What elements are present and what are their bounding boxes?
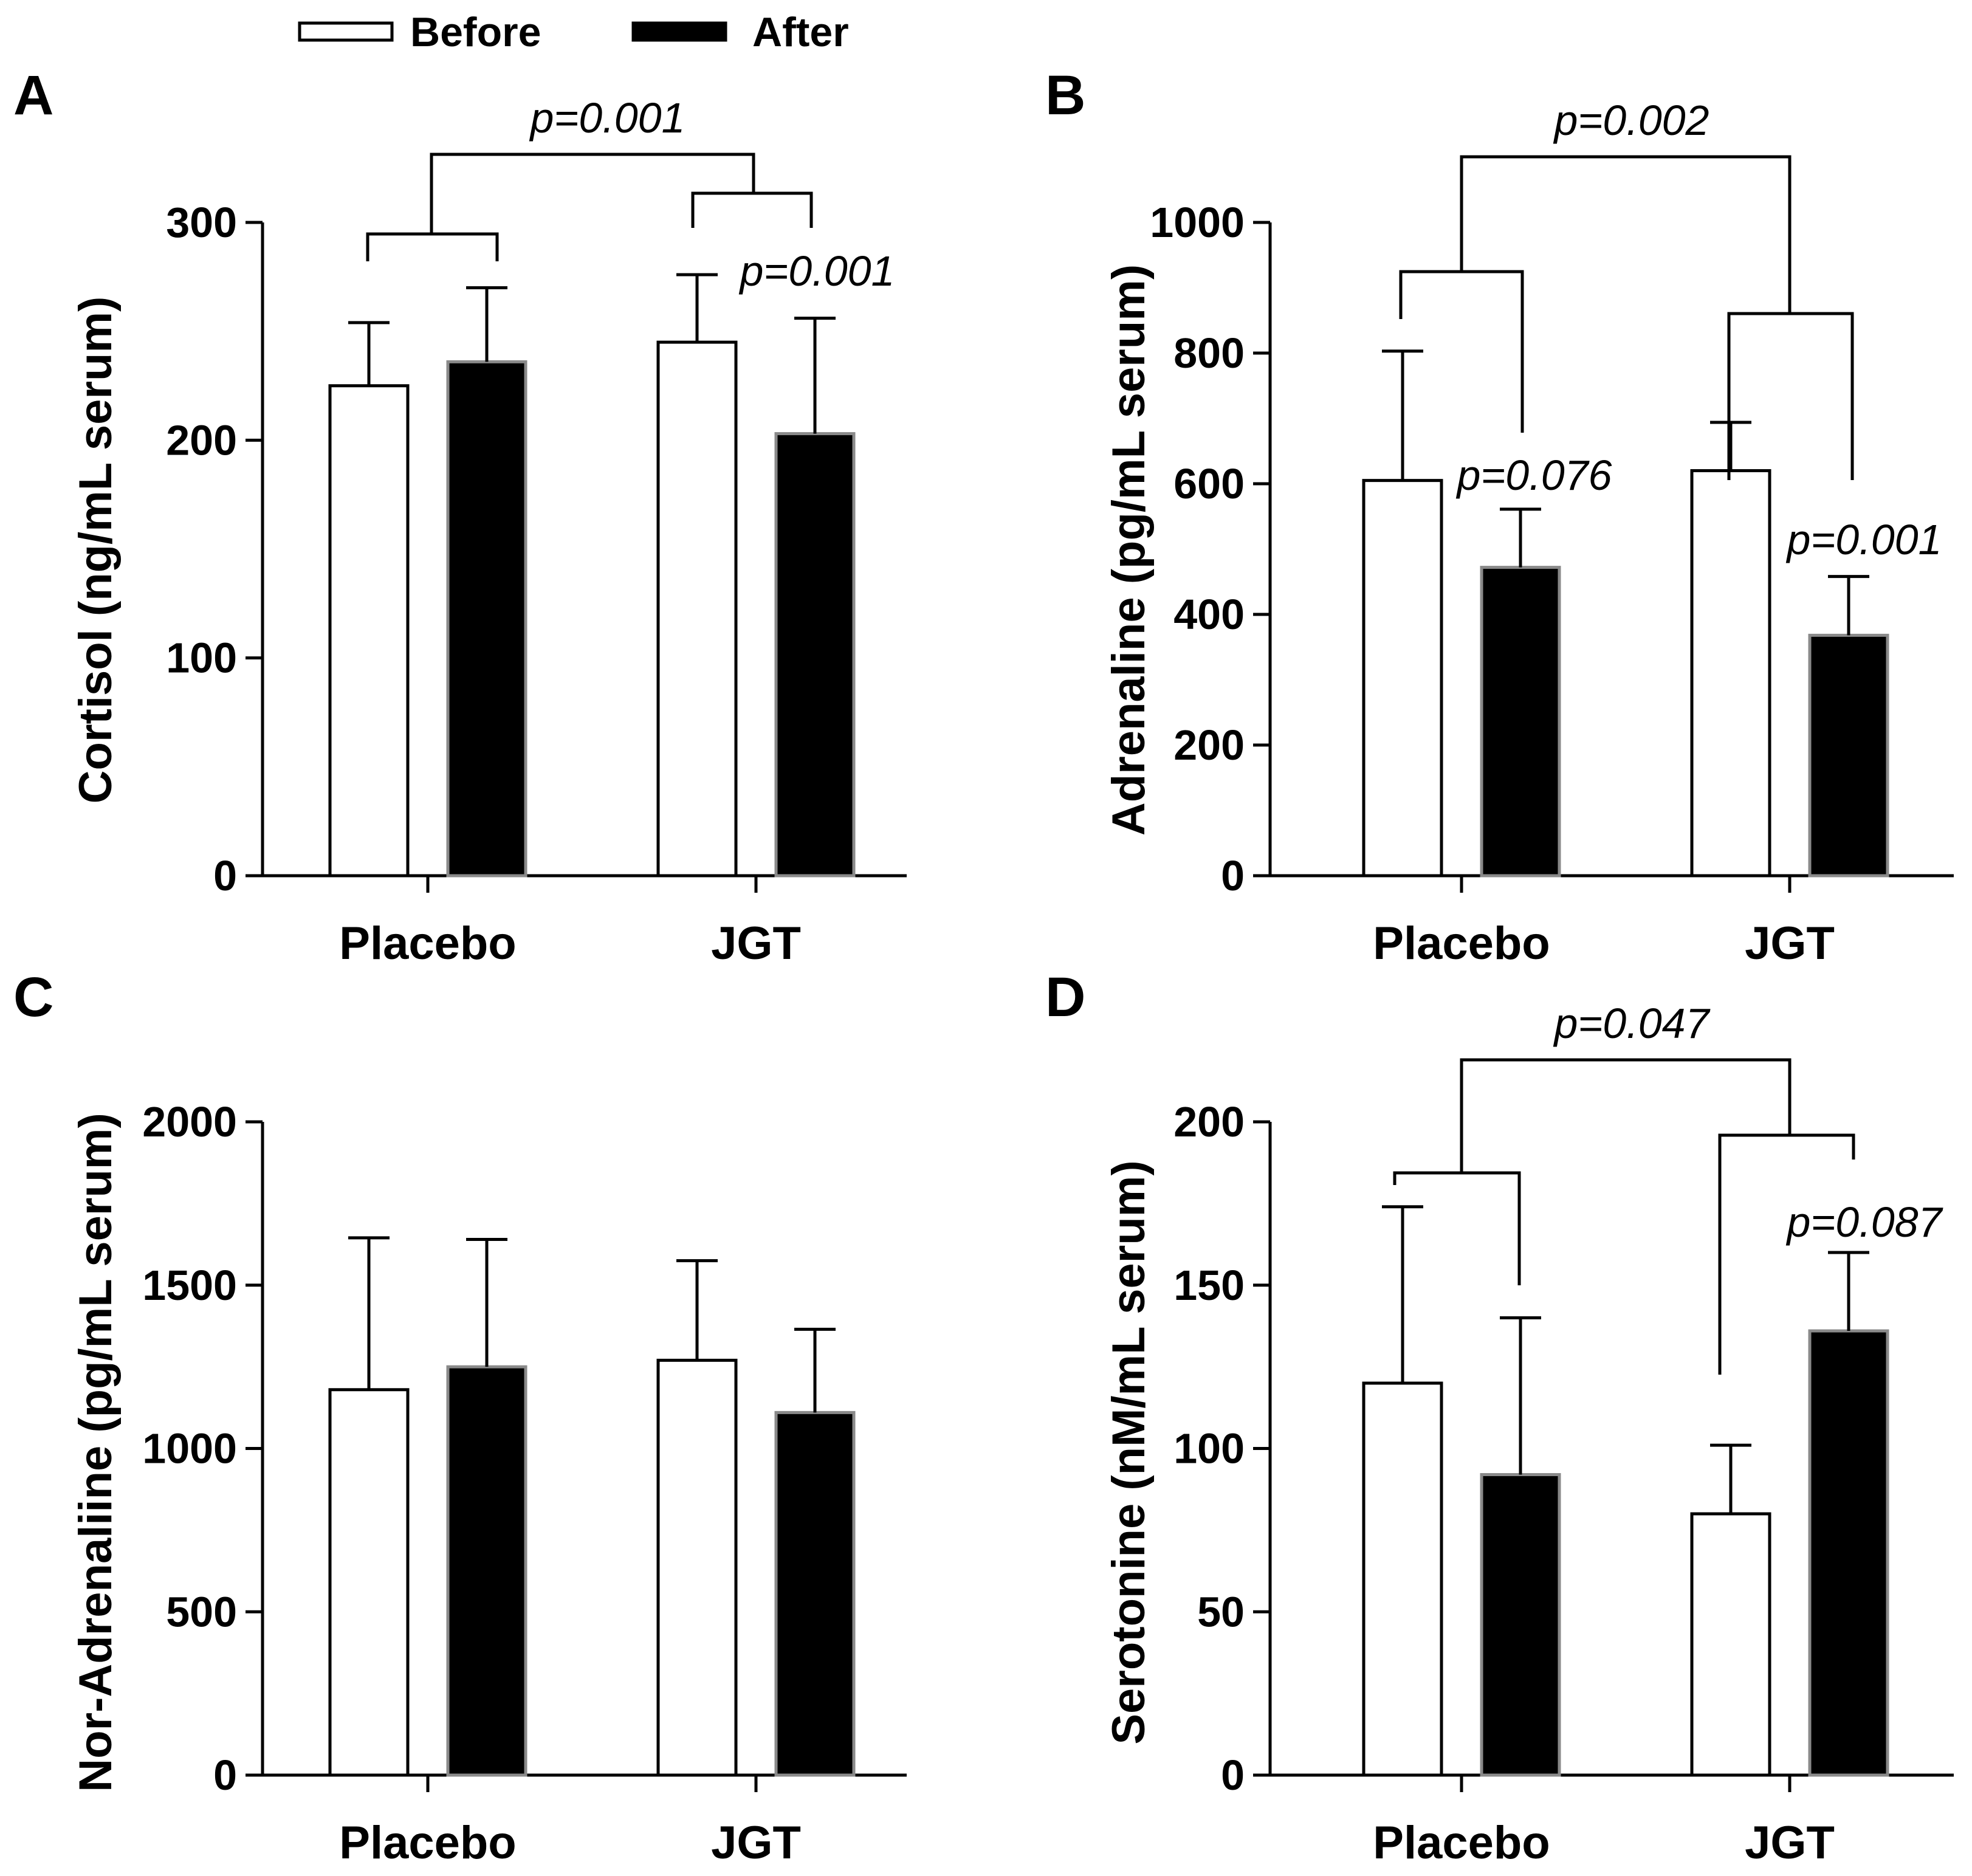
x-category-label: JGT — [711, 918, 801, 969]
comparison-bracket — [1718, 1133, 1855, 1375]
y-tick-label: 200 — [1173, 1098, 1245, 1146]
bar-before — [1362, 479, 1443, 878]
p-value-label: p=0.002 — [1553, 97, 1709, 144]
bar-before — [328, 384, 410, 878]
bar-after — [774, 432, 856, 878]
bar-before — [656, 1358, 738, 1777]
y-tick-label: 300 — [166, 199, 237, 246]
panel-a-cortisol: 0 100 200 300 Placebo JGT p=0.001 p=0.001 — [166, 94, 907, 969]
p-value-label: p=0.001 — [529, 94, 685, 142]
y-tick-label: 1500 — [142, 1262, 237, 1309]
comparison-bracket-outer — [430, 153, 755, 234]
bar-after — [1808, 633, 1889, 878]
y-tick-label: 500 — [166, 1588, 237, 1635]
bar-after — [1480, 1473, 1561, 1777]
panel-d-ylabel: Serotonine (nM/mL serum) — [1103, 1160, 1155, 1744]
y-tick-label: 400 — [1173, 591, 1245, 638]
y-tick-label: 200 — [166, 416, 237, 464]
bar-before — [1690, 1512, 1771, 1777]
x-category-label: JGT — [1745, 918, 1835, 969]
x-category-label: JGT — [1745, 1817, 1835, 1869]
p-value-label: p=0.087 — [1786, 1198, 1944, 1246]
bar-before — [1362, 1381, 1443, 1777]
bar-after — [446, 360, 527, 878]
panel-b-adrenaline: 0 200 400 600 800 1000 Placebo JGT p=0.002 p=0.07… — [1150, 97, 1954, 969]
comparison-bracket — [366, 232, 499, 261]
y-tick-label: 0 — [213, 852, 237, 899]
y-tick-label: 100 — [166, 634, 237, 682]
panel-letter-b: B — [1045, 64, 1085, 126]
y-tick-label: 0 — [1221, 1751, 1245, 1799]
panel-a-ylabel: Cortisol (ng/mL serum) — [70, 297, 122, 804]
x-category-label: Placebo — [1373, 918, 1550, 969]
x-category-label: Placebo — [339, 918, 516, 969]
p-value-label: p=0.001 — [739, 247, 895, 295]
bar-before — [656, 340, 738, 878]
p-value-label: p=0.076 — [1456, 452, 1612, 499]
bar-after — [446, 1365, 527, 1777]
p-value-label: p=0.047 — [1553, 1000, 1711, 1047]
legend-after-swatch — [631, 21, 727, 42]
bar-after — [1808, 1329, 1889, 1777]
legend-before-label: Before — [410, 9, 541, 55]
y-tick-label: 50 — [1197, 1588, 1245, 1635]
y-tick-label: 0 — [1221, 852, 1245, 899]
comparison-bracket — [1727, 312, 1854, 480]
y-tick-label: 1000 — [1150, 199, 1245, 246]
bar-before — [1690, 469, 1771, 878]
panel-c-nor-adrenaline: 0 500 1000 1500 2000 Placebo JGT — [142, 1098, 907, 1869]
y-tick-label: 100 — [1173, 1425, 1245, 1472]
y-tick-label: 200 — [1173, 721, 1245, 769]
p-value-label: p=0.001 — [1786, 516, 1942, 563]
panel-b-ylabel: Adrenaline (pg/mL serum) — [1103, 264, 1155, 836]
comparison-bracket — [691, 191, 813, 228]
y-tick-label: 0 — [213, 1751, 237, 1799]
comparison-bracket — [1393, 1171, 1521, 1285]
y-tick-label: 600 — [1173, 460, 1245, 507]
x-category-label: JGT — [711, 1817, 801, 1869]
panel-letter-c: C — [13, 966, 53, 1028]
comparison-bracket-outer — [1460, 155, 1792, 314]
panel-letter-d: D — [1045, 966, 1085, 1028]
panel-c-ylabel: Nor-Adrenaliine (pg/mL serum) — [70, 1113, 122, 1792]
bar-after — [1480, 566, 1561, 878]
comparison-bracket-outer — [1460, 1058, 1792, 1173]
x-category-label: Placebo — [339, 1817, 516, 1869]
panel-d-serotonine: 0 50 100 150 200 Placebo JGT p=0.047 p=0.087 — [1173, 1000, 1954, 1869]
x-category-label: Placebo — [1373, 1817, 1550, 1869]
y-tick-label: 150 — [1173, 1262, 1245, 1309]
legend-before-swatch — [298, 21, 394, 42]
y-tick-label: 1000 — [142, 1425, 237, 1472]
y-tick-label: 2000 — [142, 1098, 237, 1146]
bar-after — [774, 1410, 856, 1777]
y-tick-label: 800 — [1173, 329, 1245, 377]
legend-after-label: After — [752, 9, 849, 55]
legend: Before After — [298, 9, 849, 55]
panel-letter-a: A — [13, 64, 53, 126]
bar-before — [328, 1388, 410, 1777]
